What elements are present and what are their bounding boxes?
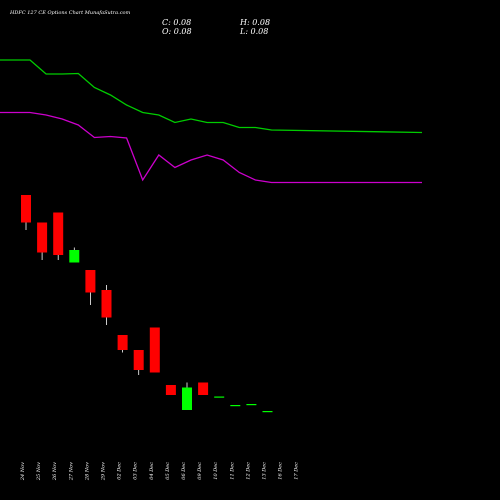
x-tick-label: 04 Dec [149,462,155,480]
x-tick-label: 28 Nov [84,462,90,481]
ohlc-left: C: 0.08 O: 0.08 [162,18,192,36]
candle-body [21,195,31,223]
ma-line-1 [0,59,423,134]
ohlc-right: H: 0.08 L: 0.08 [240,18,270,36]
x-tick-label: 05 Dec [165,462,171,480]
candle-body [246,404,257,406]
x-tick-label: 03 Dec [133,462,139,480]
candle-body [133,350,144,370]
chart-title: HDFC 127 CE Options Chart MunafaSutra.co… [10,10,131,16]
x-tick-label: 27 Nov [68,462,74,481]
candle-body [214,396,225,398]
candle-body [37,222,48,253]
x-tick-label: 24 Nov [20,462,26,481]
x-tick-label: 25 Nov [36,462,42,481]
close-readout: C: 0.08 [162,18,192,27]
x-tick-label: 13 Dec [262,462,268,480]
candle-body [101,290,112,318]
candle-body [117,335,128,350]
candle-body [69,250,80,263]
x-tick-label: 09 Dec [197,462,203,480]
candle-body [230,405,241,407]
ma-line-2 [0,111,422,184]
x-tick-label: 11 Dec [229,462,235,480]
candle-body [198,382,209,395]
candle-body [85,270,96,293]
candle-body [165,385,176,395]
x-tick-label: 29 Nov [101,462,107,481]
x-tick-label: 12 Dec [245,462,251,480]
x-tick-label: 26 Nov [52,462,58,481]
x-tick-label: 17 Dec [294,462,300,480]
high-readout: H: 0.08 [240,18,271,27]
x-tick-label: 16 Dec [278,462,284,480]
x-tick-label: 02 Dec [117,462,123,480]
x-tick-label: 10 Dec [213,462,219,480]
x-tick-label: 06 Dec [181,462,187,480]
candle-body [149,327,160,373]
candle-body [262,411,273,413]
candle-body [182,387,192,410]
low-readout: L: 0.08 [240,27,269,36]
candle-body [53,212,64,255]
open-readout: O: 0.08 [162,27,192,36]
